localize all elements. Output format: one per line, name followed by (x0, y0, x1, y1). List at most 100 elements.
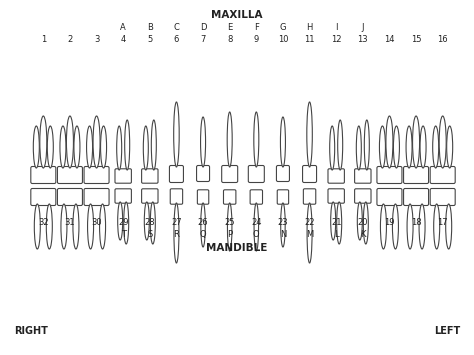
Ellipse shape (87, 126, 92, 168)
Ellipse shape (254, 203, 258, 251)
Ellipse shape (144, 202, 149, 240)
Ellipse shape (420, 126, 426, 168)
Ellipse shape (143, 126, 148, 170)
Text: 4: 4 (120, 35, 126, 44)
Text: N: N (280, 230, 286, 239)
Ellipse shape (307, 102, 312, 167)
Ellipse shape (88, 204, 93, 249)
Ellipse shape (365, 120, 369, 170)
Text: H: H (306, 23, 313, 32)
Ellipse shape (307, 203, 312, 263)
Text: Q: Q (200, 230, 206, 239)
Text: 13: 13 (357, 35, 368, 44)
Ellipse shape (125, 120, 130, 170)
Ellipse shape (100, 126, 107, 168)
Ellipse shape (46, 204, 52, 249)
Ellipse shape (447, 126, 453, 168)
FancyBboxPatch shape (222, 165, 237, 182)
Ellipse shape (254, 112, 259, 167)
FancyBboxPatch shape (328, 189, 345, 203)
Text: 8: 8 (227, 35, 232, 44)
FancyBboxPatch shape (250, 190, 263, 204)
FancyBboxPatch shape (31, 189, 56, 206)
FancyBboxPatch shape (403, 189, 428, 206)
Text: 21: 21 (331, 218, 341, 227)
FancyBboxPatch shape (302, 165, 317, 182)
Text: O: O (253, 230, 260, 239)
Ellipse shape (93, 116, 100, 168)
Ellipse shape (34, 204, 40, 249)
Ellipse shape (434, 204, 440, 249)
Ellipse shape (356, 126, 361, 170)
Ellipse shape (60, 126, 66, 168)
Ellipse shape (386, 116, 393, 168)
Text: 18: 18 (411, 218, 421, 227)
Ellipse shape (363, 202, 368, 244)
Text: 27: 27 (171, 218, 182, 227)
Ellipse shape (433, 126, 439, 168)
Text: 28: 28 (145, 218, 155, 227)
FancyBboxPatch shape (31, 166, 56, 184)
FancyBboxPatch shape (223, 190, 236, 204)
FancyBboxPatch shape (248, 165, 264, 182)
FancyBboxPatch shape (84, 166, 109, 184)
Text: E: E (227, 23, 232, 32)
Ellipse shape (392, 204, 399, 249)
Text: J: J (362, 23, 364, 32)
Text: D: D (200, 23, 206, 32)
Ellipse shape (227, 112, 232, 167)
Text: 32: 32 (38, 218, 49, 227)
Text: 1: 1 (41, 35, 46, 44)
Text: 15: 15 (411, 35, 421, 44)
FancyBboxPatch shape (303, 189, 316, 204)
Text: L: L (334, 230, 338, 239)
Ellipse shape (228, 203, 232, 251)
Ellipse shape (173, 102, 179, 167)
FancyBboxPatch shape (197, 165, 210, 181)
FancyBboxPatch shape (170, 189, 182, 204)
Text: P: P (227, 230, 232, 239)
Ellipse shape (150, 202, 155, 244)
FancyBboxPatch shape (377, 189, 402, 206)
Text: 24: 24 (251, 218, 262, 227)
Ellipse shape (47, 126, 53, 168)
Ellipse shape (61, 204, 67, 249)
Text: 11: 11 (304, 35, 315, 44)
Text: 16: 16 (438, 35, 448, 44)
Text: 22: 22 (304, 218, 315, 227)
Text: A: A (120, 23, 126, 32)
Ellipse shape (151, 120, 156, 170)
Text: 2: 2 (67, 35, 73, 44)
Text: M: M (306, 230, 313, 239)
Ellipse shape (381, 204, 386, 249)
Text: LEFT: LEFT (434, 326, 460, 336)
Ellipse shape (40, 116, 47, 168)
Text: S: S (147, 230, 153, 239)
Text: 30: 30 (91, 218, 102, 227)
FancyBboxPatch shape (328, 169, 345, 183)
Ellipse shape (419, 204, 425, 249)
Ellipse shape (124, 202, 128, 244)
FancyBboxPatch shape (276, 165, 290, 181)
Ellipse shape (406, 126, 412, 168)
Text: 26: 26 (198, 218, 209, 227)
FancyBboxPatch shape (430, 189, 455, 206)
Ellipse shape (407, 204, 413, 249)
Text: 7: 7 (201, 35, 206, 44)
Text: 3: 3 (94, 35, 99, 44)
Text: 17: 17 (438, 218, 448, 227)
FancyBboxPatch shape (430, 166, 455, 184)
Ellipse shape (118, 202, 123, 240)
FancyBboxPatch shape (169, 165, 183, 182)
Text: MAXILLA: MAXILLA (211, 10, 263, 20)
Ellipse shape (439, 116, 446, 168)
Text: 20: 20 (357, 218, 368, 227)
Text: B: B (147, 23, 153, 32)
FancyBboxPatch shape (115, 189, 131, 203)
Ellipse shape (393, 126, 400, 168)
Ellipse shape (337, 202, 342, 244)
Ellipse shape (117, 126, 122, 170)
FancyBboxPatch shape (142, 169, 158, 183)
Ellipse shape (66, 116, 73, 168)
FancyBboxPatch shape (57, 166, 82, 184)
